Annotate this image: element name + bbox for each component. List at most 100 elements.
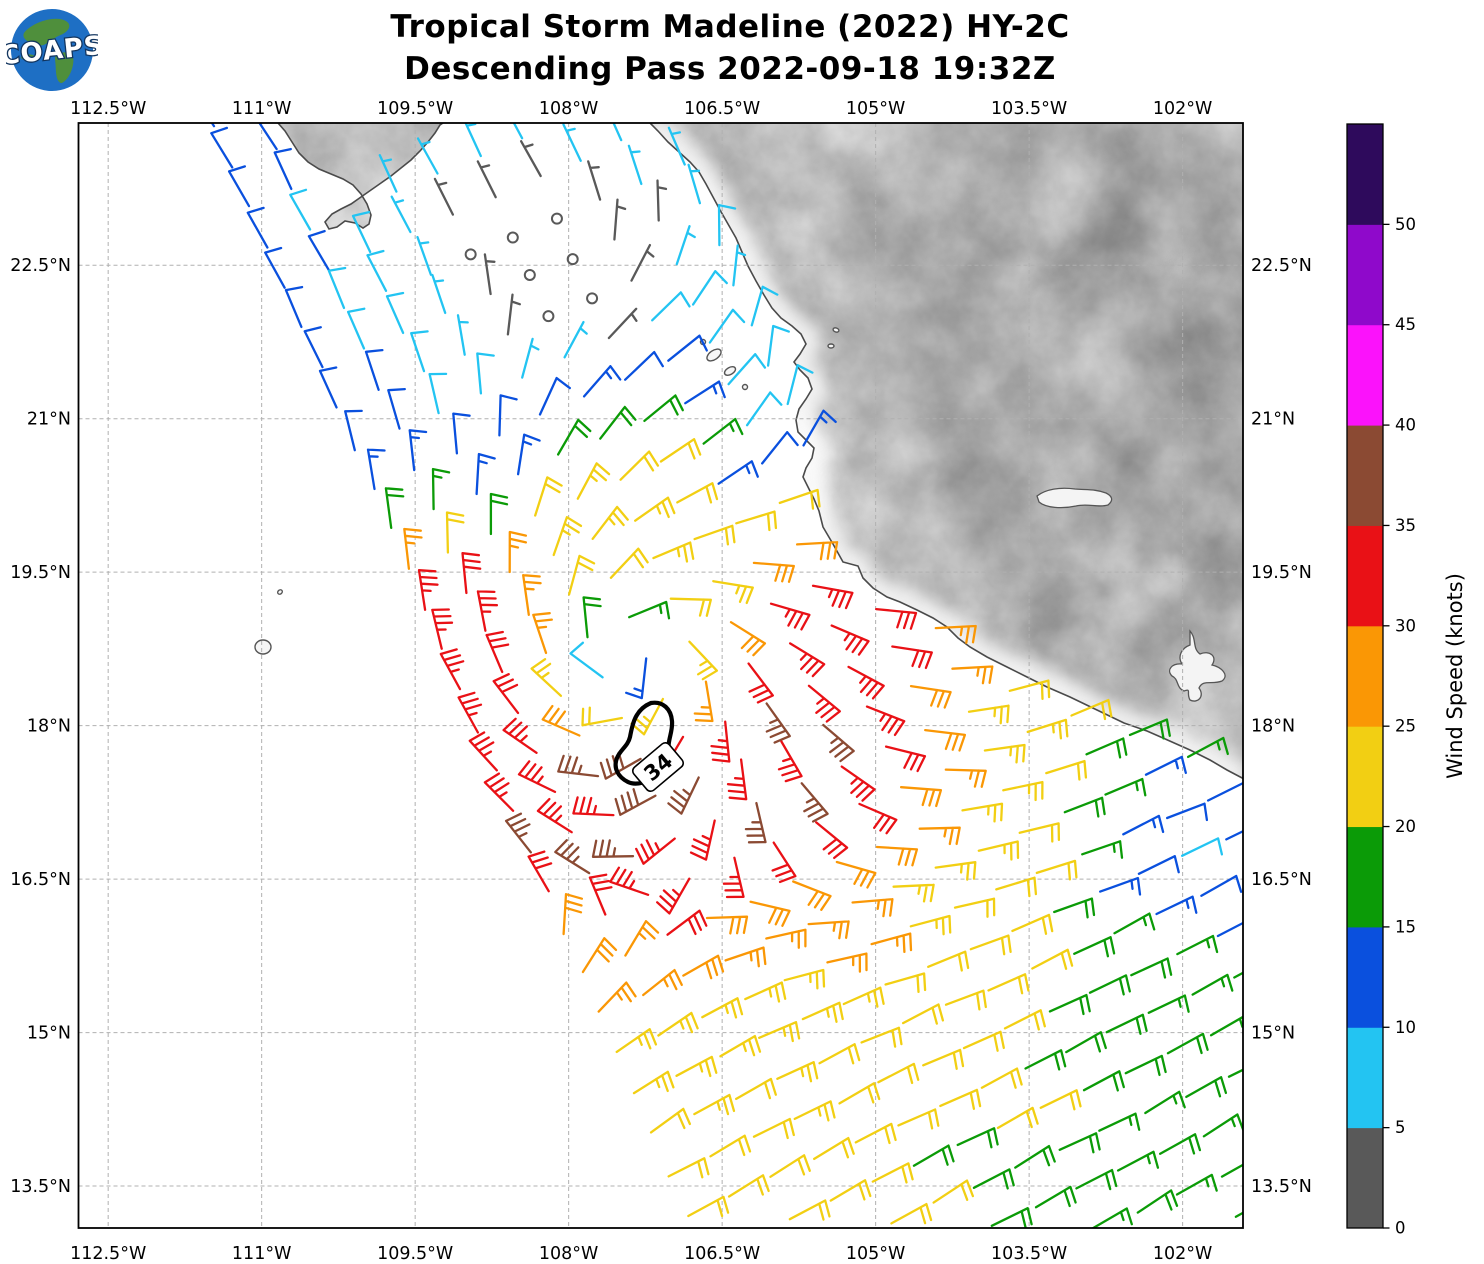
lat-tick-label-left: 21°N xyxy=(27,410,71,430)
wind-barb xyxy=(591,505,629,540)
wind-barb xyxy=(1116,1150,1160,1172)
wind-barb xyxy=(403,527,423,570)
wind-barb xyxy=(652,541,695,563)
wind-barb xyxy=(705,915,749,935)
island xyxy=(723,366,737,376)
wind-barb xyxy=(890,1202,933,1225)
wind-barb xyxy=(498,394,518,437)
wind-barb xyxy=(693,1093,736,1116)
wind-barb xyxy=(457,691,483,734)
lon-tick-label-bottom: 109.5°W xyxy=(377,1244,453,1264)
wind-barb xyxy=(476,160,497,199)
wind-barb xyxy=(793,1100,836,1122)
wind-barb xyxy=(642,968,683,997)
wind-barb xyxy=(613,198,627,241)
wind-barb xyxy=(378,154,398,193)
wind-barb xyxy=(485,630,510,674)
wind-barb xyxy=(682,954,725,980)
calm-circle-barb xyxy=(586,292,599,305)
wind-barb xyxy=(364,348,384,391)
wind-barb xyxy=(871,1162,914,1184)
wind-barb xyxy=(635,837,676,865)
colorbar-segment xyxy=(1347,826,1383,928)
colorbar-tick-label: 20 xyxy=(1395,817,1416,836)
lat-tick-label-right: 22.5°N xyxy=(1251,256,1312,276)
wind-barb xyxy=(656,179,668,222)
wind-barb xyxy=(1155,895,1198,916)
wind-barb xyxy=(351,210,372,254)
colorbar-segment xyxy=(1347,124,1383,225)
wind-barb xyxy=(476,352,495,395)
wind-barb xyxy=(1113,912,1156,935)
wind-barb xyxy=(830,624,870,656)
wind-barb xyxy=(667,1157,710,1179)
colorbar-tick-label: 35 xyxy=(1395,516,1416,535)
lake xyxy=(1168,629,1226,702)
lon-tick-label-top: 106.5°W xyxy=(684,99,760,119)
wind-barb xyxy=(581,706,624,727)
wind-barb xyxy=(318,366,338,409)
wind-barb xyxy=(807,920,850,940)
wind-barb xyxy=(1191,973,1234,996)
wind-barb xyxy=(609,866,650,896)
wind-barb xyxy=(792,880,832,911)
wind-barb xyxy=(877,1062,920,1085)
lon-tick-label-top: 111°W xyxy=(232,99,291,119)
wind-barb xyxy=(1075,1168,1118,1191)
wind-barb xyxy=(538,376,571,416)
wind-barb xyxy=(431,273,447,315)
wind-barb xyxy=(840,765,876,802)
wind-barb xyxy=(924,728,967,752)
wind-barb xyxy=(777,740,803,783)
wind-barb xyxy=(582,365,622,398)
wind-barb xyxy=(1081,840,1124,859)
wind-barb xyxy=(227,165,251,208)
wind-barb xyxy=(612,123,623,142)
wind-barb xyxy=(744,801,767,844)
wind-barb xyxy=(657,1011,699,1037)
lon-tick-label-top: 112.5°W xyxy=(70,99,146,119)
wind-barb xyxy=(1246,1097,1286,1117)
wind-barb xyxy=(1144,1090,1186,1115)
wind-barb xyxy=(729,621,767,657)
lon-tick-label-bottom: 105°W xyxy=(846,1244,905,1264)
wind-barb xyxy=(766,324,790,367)
lon-tick-label-bottom: 103.5°W xyxy=(991,1244,1067,1264)
wind-barb xyxy=(562,893,584,936)
baja-coastline xyxy=(277,123,444,230)
wind-barbs-group xyxy=(210,123,1286,1228)
wind-barb xyxy=(726,758,748,801)
wind-barb xyxy=(1124,1054,1167,1077)
wind-barb xyxy=(445,511,465,554)
wind-barb xyxy=(835,860,877,889)
wind-barb xyxy=(745,391,783,427)
colorbar-tick-label: 45 xyxy=(1395,315,1416,334)
wind-barb xyxy=(972,1168,1015,1190)
wind-barb xyxy=(556,418,592,456)
terrain-noise xyxy=(278,123,1243,780)
wind-barb xyxy=(1165,802,1209,822)
wind-barb xyxy=(516,433,541,476)
wind-barb xyxy=(1082,1070,1125,1092)
lat-tick-label-left: 16.5°N xyxy=(10,870,71,890)
wind-barb xyxy=(801,1001,844,1023)
colorbar-segment xyxy=(1347,324,1383,426)
wind-barb xyxy=(1008,679,1051,700)
wind-barb xyxy=(1209,1015,1243,1037)
wind-barb xyxy=(761,431,799,465)
wind-barb xyxy=(492,673,520,715)
wind-barb xyxy=(614,788,657,816)
r34-label-box xyxy=(631,741,685,793)
island xyxy=(832,327,840,333)
wind-barb xyxy=(468,731,498,772)
logo-continent-south xyxy=(55,52,74,84)
wind-barb xyxy=(1234,1211,1243,1218)
wind-barb xyxy=(788,1199,831,1221)
wind-barb xyxy=(676,482,719,504)
lon-tick-label-bottom: 102°W xyxy=(1153,1244,1212,1264)
wind-barb xyxy=(289,188,312,231)
wind-barb xyxy=(567,554,596,596)
wind-barb xyxy=(749,900,791,927)
wind-barb xyxy=(1114,123,1117,124)
